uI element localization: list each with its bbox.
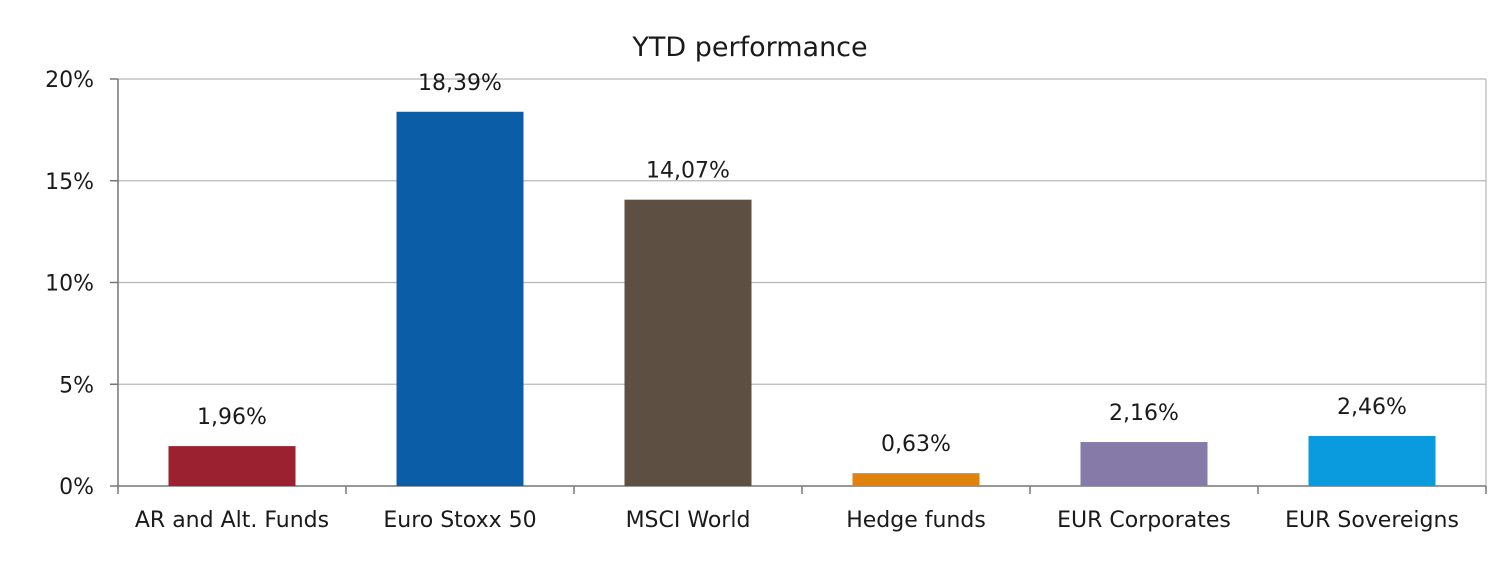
x-tick-label: Hedge funds — [846, 508, 986, 533]
data-label: 2,16% — [1109, 401, 1179, 426]
bar — [624, 199, 752, 486]
bar — [168, 446, 296, 486]
y-tick-label: 5% — [59, 373, 94, 398]
bars — [168, 111, 1436, 487]
chart-title: YTD performance — [631, 32, 867, 63]
data-label: 18,39% — [418, 71, 502, 96]
bar — [1308, 435, 1436, 486]
bar — [1080, 442, 1208, 486]
x-tick-label: AR and Alt. Funds — [135, 508, 329, 533]
gridlines — [118, 78, 1487, 486]
x-tick-label: Euro Stoxx 50 — [383, 508, 536, 533]
x-tick-label: EUR Corporates — [1057, 508, 1231, 533]
y-tick-label: 10% — [45, 272, 94, 297]
data-label: 2,46% — [1337, 395, 1407, 420]
y-tick-label: 0% — [59, 475, 94, 500]
x-tick-label: EUR Sovereigns — [1285, 508, 1459, 533]
axes: 0% 5% 10% 15% 20% AR and Alt. Funds Euro Stoxx… — [45, 68, 1487, 533]
bar — [852, 473, 980, 486]
bar — [396, 111, 524, 487]
data-label: 0,63% — [881, 432, 951, 457]
y-tick-label: 15% — [45, 170, 94, 195]
data-label: 1,96% — [197, 405, 267, 430]
x-tick-label: MSCI World — [626, 508, 751, 533]
data-label: 14,07% — [646, 159, 730, 184]
data-labels: 1,96% 18,39% 14,07% 0,63% 2,16% 2,46% — [197, 71, 1407, 457]
y-tick-label: 20% — [45, 68, 94, 93]
